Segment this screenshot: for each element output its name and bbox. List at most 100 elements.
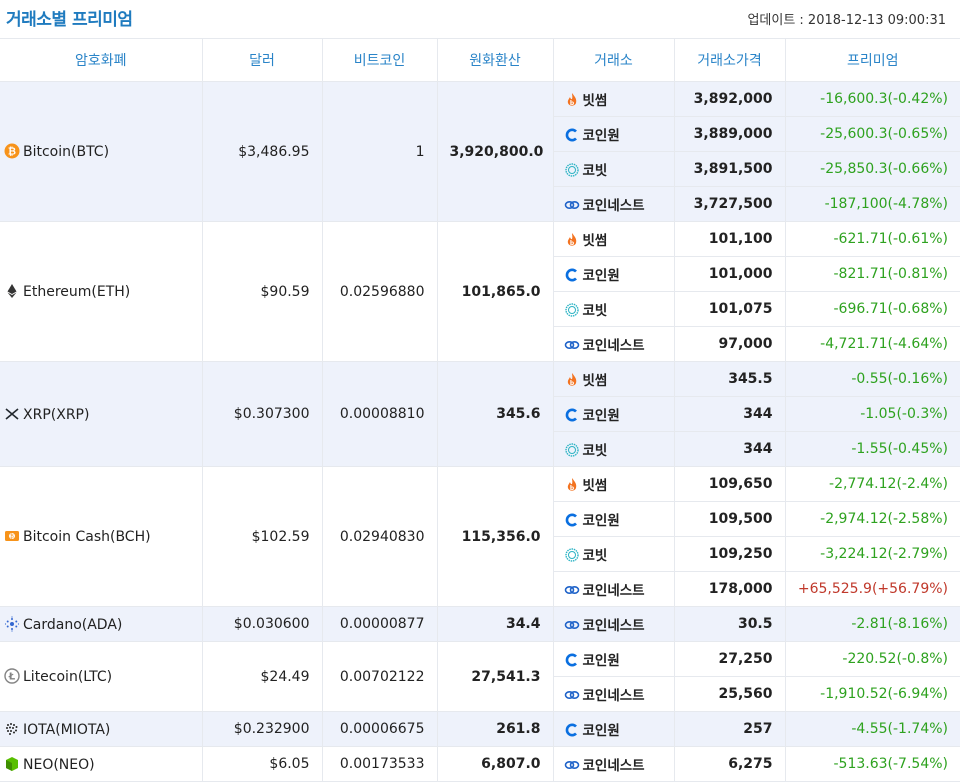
premium-value: -1.55(-0.45%) [785, 431, 960, 467]
premium-value: -220.52(-0.8%) [785, 641, 960, 677]
exchange-price: 25,560 [674, 676, 786, 712]
exchange-price: 109,250 [674, 536, 786, 572]
exchange-name: 코인원 [582, 653, 620, 669]
exchange-cell[interactable]: 코빗 [553, 431, 675, 467]
exchange-cell[interactable]: 코인네스트 [553, 326, 675, 362]
exchange-name: 빗썸 [582, 373, 608, 389]
exchange-name: 코빗 [582, 163, 608, 179]
coin-group: Cardano(ADA) $0.030600 0.00000877 34.4 코인네스트… [0, 606, 960, 642]
exchange-price: 6,275 [674, 746, 786, 782]
table-row: 코인네스트 25,560 -1,910.52(-6.94%) [0, 676, 960, 712]
coin-name-cell[interactable]: XRP(XRP) [0, 361, 203, 467]
coin-name-cell[interactable]: Ethereum(ETH) [0, 221, 203, 362]
coinone-c-icon [564, 652, 580, 668]
table-row: 코빗 109,250 -3,224.12(-2.79%) [0, 536, 960, 572]
btc-price: 0.02940830 [322, 466, 438, 607]
exchange-name: 코인원 [582, 268, 620, 284]
btc-price: 0.00000877 [322, 606, 438, 642]
exchange-cell[interactable]: 코인네스트 [553, 606, 675, 642]
coinnest-link-icon [564, 337, 580, 353]
bithumb-flame-icon: b [564, 232, 580, 248]
table-row: Ł Litecoin(LTC) $24.49 0.00702122 27,541.3 코인… [0, 641, 960, 712]
svg-text:Ł: Ł [8, 672, 16, 683]
coin-group: XRP(XRP) $0.307300 0.00008810 345.6 b 빗썸 345.5… [0, 361, 960, 467]
exchange-price: 101,075 [674, 291, 786, 327]
coin-name-cell[interactable]: ₿ Bitcoin(BTC) [0, 81, 203, 222]
exchange-cell[interactable]: 코인원 [553, 396, 675, 432]
table-row: ₿ Bitcoin Cash(BCH) $102.59 0.02940830 115,3… [0, 466, 960, 607]
table-row: 코인원 109,500 -2,974.12(-2.58%) [0, 501, 960, 537]
svg-text:₿: ₿ [10, 533, 14, 540]
table-row: 코인네스트 97,000 -4,721.71(-4.64%) [0, 326, 960, 362]
exchange-cell[interactable]: 코인네스트 [553, 746, 675, 782]
btc-price: 0.00173533 [322, 746, 438, 782]
svg-text:₿: ₿ [8, 146, 16, 158]
premium-value: -2.81(-8.16%) [785, 606, 960, 642]
exchange-cell[interactable]: b 빗썸 [553, 81, 675, 117]
exchange-price: 30.5 [674, 606, 786, 642]
usd-price: $6.05 [202, 746, 323, 782]
exchange-cell[interactable]: 코빗 [553, 536, 675, 572]
exchange-name: 빗썸 [582, 93, 608, 109]
exchange-name: 코인네스트 [582, 758, 645, 774]
exchange-name: 코빗 [582, 303, 608, 319]
coin-name-cell[interactable]: Cardano(ADA) [0, 606, 203, 642]
exchange-cell[interactable]: 코인원 [553, 256, 675, 292]
exchange-name: 코인네스트 [582, 198, 645, 214]
coin-name: Bitcoin(BTC) [23, 144, 110, 160]
exchange-cell[interactable]: 코인원 [553, 501, 675, 537]
exchange-cell[interactable]: 코인원 [553, 711, 675, 747]
exchange-price: 257 [674, 711, 786, 747]
col-header-exchange[interactable]: 거래소 [553, 39, 675, 82]
exchange-cell[interactable]: b 빗썸 [553, 361, 675, 397]
xrp-icon [4, 406, 20, 422]
btc-price: 0.00006675 [322, 711, 438, 747]
exchange-cell[interactable]: b 빗썸 [553, 466, 675, 502]
col-header-premium[interactable]: 프리미엄 [785, 39, 960, 82]
table-row: Ethereum(ETH) $90.59 0.02596880 101,865.0 b 빗… [0, 221, 960, 362]
usd-price: $0.307300 [202, 361, 323, 467]
exchange-cell[interactable]: 코인네스트 [553, 676, 675, 712]
coin-name: Ethereum(ETH) [23, 284, 131, 300]
coin-name-cell[interactable]: ₿ Bitcoin Cash(BCH) [0, 466, 203, 607]
coin-name-cell[interactable]: NEO(NEO) [0, 746, 203, 782]
coin-name: IOTA(MIOTA) [23, 721, 111, 738]
col-header-exchange-price[interactable]: 거래소가격 [674, 39, 786, 82]
col-header-usd[interactable]: 달러 [202, 39, 323, 82]
svg-text:b: b [569, 100, 574, 107]
exchange-cell[interactable]: 코인원 [553, 116, 675, 152]
exchange-cell[interactable]: 코인네스트 [553, 571, 675, 607]
coin-group: ₿ Bitcoin(BTC) $3,486.95 1 3,920,800.0 b 빗썸 3,8… [0, 81, 960, 222]
premium-value: -187,100(-4.78%) [785, 186, 960, 222]
exchange-name: 코인원 [582, 128, 620, 144]
exchange-name: 빗썸 [582, 233, 608, 249]
usd-price: $24.49 [202, 641, 323, 712]
table-row: NEO(NEO) $6.05 0.00173533 6,807.0 코인네스트 6,275… [0, 746, 960, 782]
coin-group: ₿ Bitcoin Cash(BCH) $102.59 0.02940830 115,3… [0, 466, 960, 607]
col-header-crypto[interactable]: 암호화폐 [0, 39, 203, 82]
premium-value: -821.71(-0.81%) [785, 256, 960, 292]
coinone-c-icon [564, 407, 580, 423]
coinone-c-icon [564, 722, 580, 738]
premium-value: -696.71(-0.68%) [785, 291, 960, 327]
exchange-cell[interactable]: b 빗썸 [553, 221, 675, 257]
usd-price: $0.232900 [202, 711, 323, 747]
exchange-price: 97,000 [674, 326, 786, 362]
iota-icon [4, 721, 20, 737]
coin-name-cell[interactable]: Ł Litecoin(LTC) [0, 641, 203, 712]
col-header-krw[interactable]: 원화환산 [437, 39, 554, 82]
bithumb-flame-icon: b [564, 372, 580, 388]
exchange-price: 3,891,500 [674, 151, 786, 187]
krw-converted: 6,807.0 [437, 746, 554, 782]
exchange-cell[interactable]: 코인원 [553, 641, 675, 677]
exchange-cell[interactable]: 코인네스트 [553, 186, 675, 222]
premium-value: -1.05(-0.3%) [785, 396, 960, 432]
coin-name-cell[interactable]: IOTA(MIOTA) [0, 711, 203, 747]
col-header-btc[interactable]: 비트코인 [322, 39, 438, 82]
exchange-cell[interactable]: 코빗 [553, 151, 675, 187]
exchange-cell[interactable]: 코빗 [553, 291, 675, 327]
exchange-name: 코인네스트 [582, 688, 645, 704]
usd-price: $102.59 [202, 466, 323, 607]
premium-value: -25,850.3(-0.66%) [785, 151, 960, 187]
exchange-name: 코빗 [582, 548, 608, 564]
